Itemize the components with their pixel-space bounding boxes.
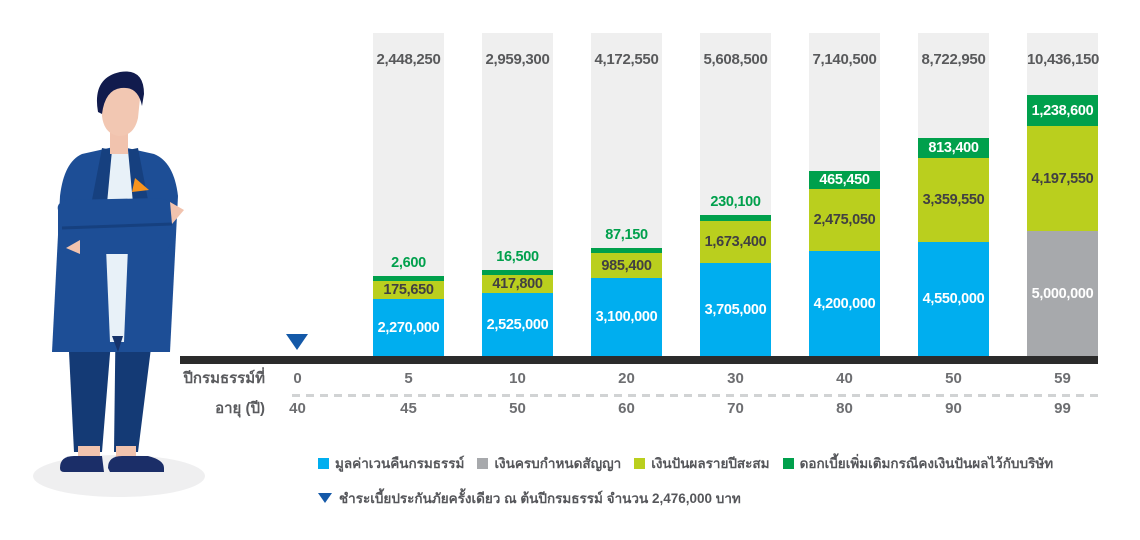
interest-value-label: 2,600 bbox=[391, 255, 426, 271]
age-tick: 50 bbox=[509, 400, 526, 417]
premium-note-row: ชำระเบี้ยประกันภัยครั้งเดียว ณ ต้นปีกรมธ… bbox=[318, 487, 741, 509]
tie-tail bbox=[112, 336, 123, 352]
shoe bbox=[108, 456, 164, 472]
bar-column-year-30: 5,608,500 3,705,000 1,673,400 230,100 bbox=[700, 33, 771, 356]
premium-note-text: ชำระเบี้ยประกันภัยครั้งเดียว ณ ต้นปีกรมธ… bbox=[339, 491, 741, 506]
shoe bbox=[60, 456, 104, 472]
policy-year-tick: 50 bbox=[945, 370, 962, 387]
x-axis-bar bbox=[180, 356, 1098, 364]
bar-segment-dividend: 417,800 bbox=[482, 275, 553, 293]
policy-year-tick: 0 bbox=[293, 370, 302, 387]
bar-total-label: 5,608,500 bbox=[703, 51, 768, 68]
interest-value-label: 87,150 bbox=[605, 227, 648, 243]
legend-label: เงินครบกำหนดสัญญา bbox=[494, 456, 622, 471]
legend-swatch-dividend bbox=[634, 457, 646, 469]
age-tick: 99 bbox=[1054, 400, 1071, 417]
legend-item-surrender: มูลค่าเวนคืนกรมธรรม์ bbox=[318, 452, 464, 474]
ankle bbox=[78, 446, 100, 458]
bar-column-year-5: 2,448,250 2,270,000 175,650 2,600 bbox=[373, 33, 444, 356]
age-tick: 40 bbox=[289, 400, 306, 417]
bar-total-label: 7,140,500 bbox=[812, 51, 877, 68]
policy-year-tick: 30 bbox=[727, 370, 744, 387]
policy-year-axis-label: ปีกรมธรรม์ที่ bbox=[183, 370, 265, 387]
bar-segment-interest: 465,450 bbox=[809, 171, 880, 189]
age-axis-label: อายุ (ปี) bbox=[215, 400, 265, 417]
legend-swatch-surrender bbox=[318, 457, 329, 469]
bar-column-year-10: 2,959,300 2,525,000 417,800 16,500 bbox=[482, 33, 553, 356]
bar-segment-dividend: 2,475,050 bbox=[809, 189, 880, 251]
ankle bbox=[116, 446, 136, 458]
legend-swatch-maturity bbox=[477, 457, 489, 469]
bar-segment-dividend: 3,359,550 bbox=[918, 158, 989, 242]
bar-segment-surrender: 4,550,000 bbox=[918, 242, 989, 356]
arm-seam bbox=[61, 222, 173, 230]
bar-total-label: 8,722,950 bbox=[921, 51, 986, 68]
pocket-square bbox=[132, 178, 149, 192]
lapel bbox=[92, 148, 112, 214]
bar-column-year-59: 10,436,150 5,000,000 4,197,550 1,238,600 bbox=[1027, 33, 1100, 356]
businessman-illustration bbox=[22, 52, 218, 507]
bar-segment-interest bbox=[373, 276, 444, 281]
bar-segment-surrender: 2,525,000 bbox=[482, 293, 553, 356]
age-tick: 90 bbox=[945, 400, 962, 417]
hand bbox=[66, 240, 80, 254]
bar-segment-dividend: 1,673,400 bbox=[700, 221, 771, 263]
legend: มูลค่าเวนคืนกรมธรรม์ เงินครบกำหนดสัญญา เงิ… bbox=[318, 452, 1053, 474]
legend-item-maturity: เงินครบกำหนดสัญญา bbox=[477, 452, 621, 474]
bar-segment-surrender: 4,200,000 bbox=[809, 251, 880, 356]
bar-segment-surrender: 3,100,000 bbox=[591, 278, 662, 356]
hand bbox=[170, 202, 184, 224]
bar-segment-dividend: 985,400 bbox=[591, 253, 662, 278]
policy-year-tick: 10 bbox=[509, 370, 526, 387]
axis-divider-dashed-line bbox=[292, 394, 1098, 397]
bar-segment-interest bbox=[482, 270, 553, 275]
bar-total-label: 10,436,150 bbox=[1027, 51, 1100, 68]
bar-column-year-50: 8,722,950 4,550,000 3,359,550 813,400 bbox=[918, 33, 989, 356]
age-tick: 80 bbox=[836, 400, 853, 417]
bar-segment-interest bbox=[591, 248, 662, 253]
policy-year-tick: 20 bbox=[618, 370, 635, 387]
bar-segment-interest: 1,238,600 bbox=[1027, 95, 1098, 126]
legend-label: ดอกเบี้ยเพิ่มเติมกรณีคงเงินปันผลไว้กับบร… bbox=[799, 456, 1054, 471]
bar-segment-interest bbox=[700, 215, 771, 221]
bar-segment-dividend: 175,650 bbox=[373, 281, 444, 299]
legend-item-interest: ดอกเบี้ยเพิ่มเติมกรณีคงเงินปันผลไว้กับบร… bbox=[782, 452, 1054, 474]
interest-value-label: 230,100 bbox=[710, 194, 761, 210]
interest-value-label: 16,500 bbox=[496, 249, 539, 265]
policy-year-tick: 59 bbox=[1054, 370, 1071, 387]
policy-year-tick: 5 bbox=[404, 370, 413, 387]
bar-total-label: 4,172,550 bbox=[594, 51, 659, 68]
hair bbox=[96, 71, 144, 114]
bar-column-year-40: 7,140,500 4,200,000 2,475,050 465,450 bbox=[809, 33, 880, 356]
bar-segment-maturity: 5,000,000 bbox=[1027, 231, 1098, 356]
legend-item-dividend: เงินปันผลรายปีสะสม bbox=[634, 452, 770, 474]
bar-segment-interest: 813,400 bbox=[918, 138, 989, 158]
bar-total-label: 2,448,250 bbox=[376, 51, 441, 68]
shirt-lower bbox=[106, 248, 128, 342]
age-tick: 45 bbox=[400, 400, 417, 417]
bar-segment-dividend: 4,197,550 bbox=[1027, 126, 1098, 231]
single-premium-marker-icon bbox=[286, 334, 308, 350]
legend-swatch-interest bbox=[782, 457, 794, 469]
policy-year-tick: 40 bbox=[836, 370, 853, 387]
age-tick: 70 bbox=[727, 400, 744, 417]
bar-column-year-20: 4,172,550 3,100,000 985,400 87,150 bbox=[591, 33, 662, 356]
bar-segment-surrender: 2,270,000 bbox=[373, 299, 444, 356]
premium-triangle-icon bbox=[318, 493, 332, 503]
legend-label: มูลค่าเวนคืนกรมธรรม์ bbox=[335, 456, 465, 471]
legend-label: เงินปันผลรายปีสะสม bbox=[651, 456, 770, 471]
bar-total-label: 2,959,300 bbox=[485, 51, 550, 68]
age-tick: 60 bbox=[618, 400, 635, 417]
bar-segment-surrender: 3,705,000 bbox=[700, 263, 771, 356]
businessman-svg bbox=[33, 71, 205, 497]
